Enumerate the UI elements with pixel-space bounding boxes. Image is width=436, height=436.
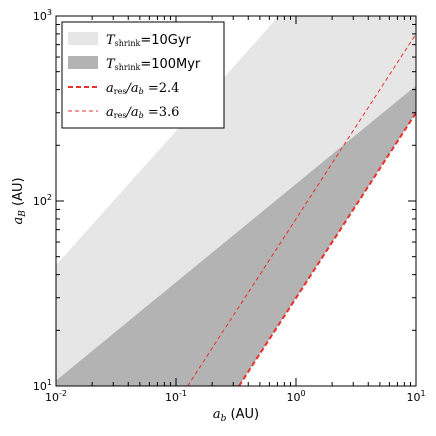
- legend-100myr-sub: shrink: [115, 63, 141, 72]
- y-tick-label: 103: [33, 8, 52, 23]
- legend-10gyr-rest: =10Gyr: [140, 33, 191, 48]
- y-tick-label-base: 10: [33, 380, 47, 393]
- legend-100myr-rest: =100Myr: [140, 57, 201, 72]
- plot-area: [56, 16, 416, 386]
- x-tick-label: 10-1: [165, 389, 187, 404]
- x-tick-label-base: 10: [286, 391, 300, 404]
- legend-ratio-2-4-sub2: b: [139, 87, 144, 96]
- y-tick-label-exponent: 3: [47, 8, 52, 17]
- plot-frame: [55, 15, 417, 387]
- x-tick-label-exponent: -2: [59, 389, 67, 398]
- legend-label-ratio-2-4: ares/ab =2.4: [106, 81, 179, 96]
- y-tick-label-base: 10: [33, 10, 47, 23]
- x-tick-label-base: 10: [406, 391, 420, 404]
- legend-10gyr-sub: shrink: [115, 39, 141, 48]
- y-axis-label-unit: (AU): [11, 177, 26, 210]
- legend-label-ratio-3-6: ares/ab =3.6: [106, 105, 179, 120]
- legend-ratio-3-6-value: =3.6: [144, 105, 180, 120]
- x-tick-label: 100: [286, 389, 305, 404]
- x-tick-label: 101: [406, 389, 425, 404]
- legend-ratio-3-6-sub2: b: [139, 111, 144, 120]
- band-100myr: [56, 85, 416, 386]
- y-tick-label-exponent: 2: [47, 193, 52, 202]
- y-tick-label: 102: [33, 193, 52, 208]
- x-axis-label-symbol: a: [213, 407, 221, 422]
- legend-ratio-2-4-sub: res: [114, 87, 127, 96]
- legend-ratio-3-6-rest: /a: [124, 105, 138, 120]
- y-axis-label-subscript: B: [18, 210, 28, 218]
- x-tick-label-exponent: 0: [300, 389, 305, 398]
- x-tick-label-base: 10: [165, 391, 179, 404]
- y-axis-label-symbol: a: [11, 217, 26, 225]
- legend-10gyr-symbol: T: [106, 33, 116, 48]
- legend-swatch-10gyr: [68, 32, 98, 45]
- x-axis-label-unit: (AU): [226, 407, 259, 422]
- x-axis-label-subscript: b: [221, 414, 227, 424]
- x-tick-label: 10-2: [45, 389, 67, 404]
- legend-ratio-3-6-symbol: a: [106, 105, 114, 120]
- legend-100myr-symbol: T: [106, 57, 116, 72]
- legend-ratio-2-4-rest: /a: [124, 81, 138, 96]
- legend-ratio-2-4-symbol: a: [106, 81, 114, 96]
- x-tick-label-exponent: 1: [420, 389, 425, 398]
- legend-ratio-2-4-value: =2.4: [144, 81, 180, 96]
- x-tick-label-exponent: -1: [179, 389, 187, 398]
- legend-ratio-3-6-sub: res: [114, 111, 127, 120]
- legend-swatch-100myr: [68, 56, 98, 69]
- y-axis-label: aB (AU): [11, 177, 28, 224]
- line-ratio-2-4: [238, 112, 416, 386]
- x-axis-label: ab (AU): [213, 407, 259, 424]
- legend-label-10gyr: Tshrink=10Gyr: [106, 33, 192, 48]
- y-tick-label-base: 10: [33, 195, 47, 208]
- x-tick-label-base: 10: [45, 391, 59, 404]
- band-10gyr-lower-cut: [239, 112, 416, 386]
- y-tick-label-exponent: 1: [47, 378, 52, 387]
- y-tick-label: 101: [33, 378, 52, 393]
- legend-label-100myr: Tshrink=100Myr: [106, 57, 201, 72]
- legend: Tshrink=10Gyr Tshrink=100Myr ares/ab =2.…: [61, 21, 225, 129]
